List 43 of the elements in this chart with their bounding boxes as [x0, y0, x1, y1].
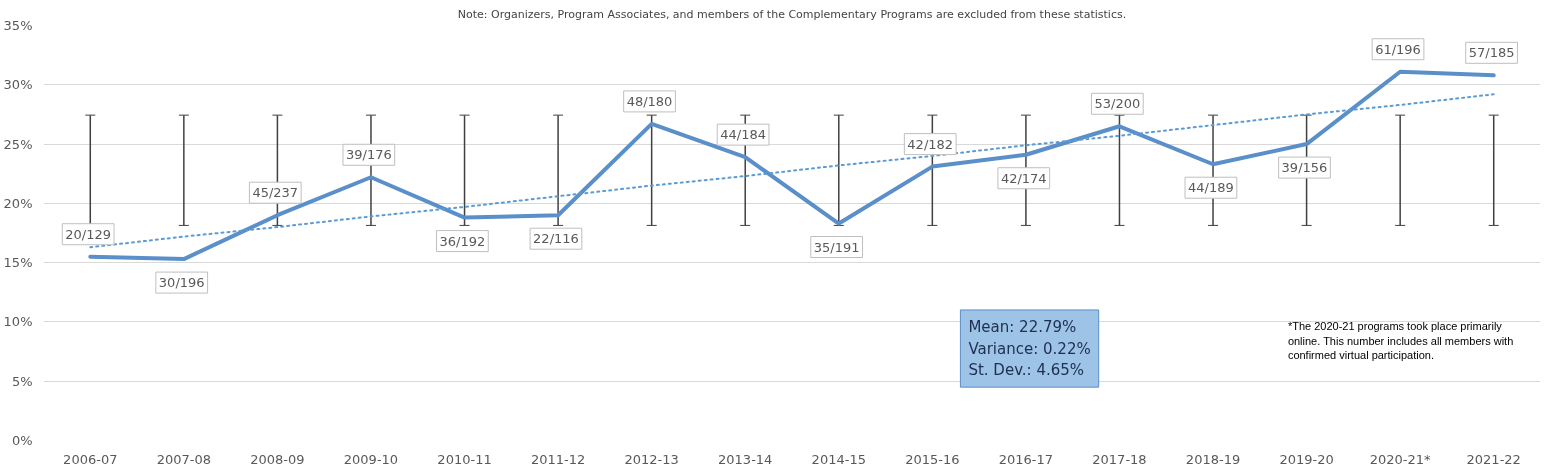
x-tick-label: 2017-18 — [1092, 451, 1147, 467]
data-label: 39/156 — [1281, 160, 1328, 176]
x-tick-label: 2012-13 — [624, 451, 679, 467]
x-tick-label: 2006-07 — [63, 451, 118, 467]
y-tick-label: 30% — [3, 77, 33, 93]
data-label: 45/237 — [252, 185, 299, 201]
data-label: 44/189 — [1188, 180, 1234, 196]
x-tick-label: 2020-21* — [1369, 451, 1432, 467]
data-label: 22/116 — [533, 231, 579, 247]
x-tick-label: 2010-11 — [437, 451, 492, 467]
y-tick-label: 15% — [3, 255, 33, 271]
y-tick-label: 25% — [3, 136, 33, 152]
chart-title: Note: Organizers, Program Associates, and members of the Complementary Programs are excluded from these statistics. — [457, 7, 1127, 21]
y-tick-label: 10% — [3, 314, 33, 330]
x-tick-label: 2015-16 — [905, 451, 960, 467]
x-tick-label: 2007-08 — [156, 451, 212, 467]
x-tick-label: 2021-22 — [1466, 451, 1521, 467]
data-label: 42/174 — [1000, 170, 1047, 186]
data-label: 36/192 — [439, 233, 486, 249]
x-tick-label: 2011-12 — [530, 451, 586, 467]
data-label: 30/196 — [158, 275, 205, 291]
data-label: 48/180 — [626, 93, 673, 109]
x-tick-label: 2016-17 — [998, 451, 1054, 467]
x-tick-label: 2009-10 — [343, 451, 399, 467]
data-label: 44/184 — [720, 127, 766, 143]
x-tick-label: 2013-14 — [718, 451, 773, 467]
annotation: Mean: 22.79% Variance: 0.22% St. Dev.: 4.65% — [968, 317, 1091, 380]
data-label: 35/191 — [813, 239, 860, 255]
x-tick-label: 2014-15 — [811, 451, 866, 467]
data-label: 53/200 — [1094, 96, 1141, 112]
y-tick-label: 35% — [3, 18, 33, 33]
data-label: 39/176 — [345, 147, 392, 163]
y-tick-label: 20% — [3, 195, 33, 211]
x-tick-label: 2008-09 — [250, 451, 305, 467]
data-label: 20/129 — [65, 226, 112, 242]
y-tick-label: 5% — [11, 373, 33, 389]
y-tick-label: 0% — [11, 433, 33, 448]
data-label: 42/182 — [907, 136, 954, 152]
x-tick-label: 2018-19 — [1185, 451, 1241, 467]
data-label: 57/185 — [1468, 45, 1515, 61]
x-tick-label: 2019-20 — [1279, 451, 1334, 467]
data-label: 61/196 — [1375, 41, 1421, 57]
annotation: *The 2020-21 programs took place primarily online. This number includes all members with confirmed virtual participation. — [1287, 320, 1514, 362]
